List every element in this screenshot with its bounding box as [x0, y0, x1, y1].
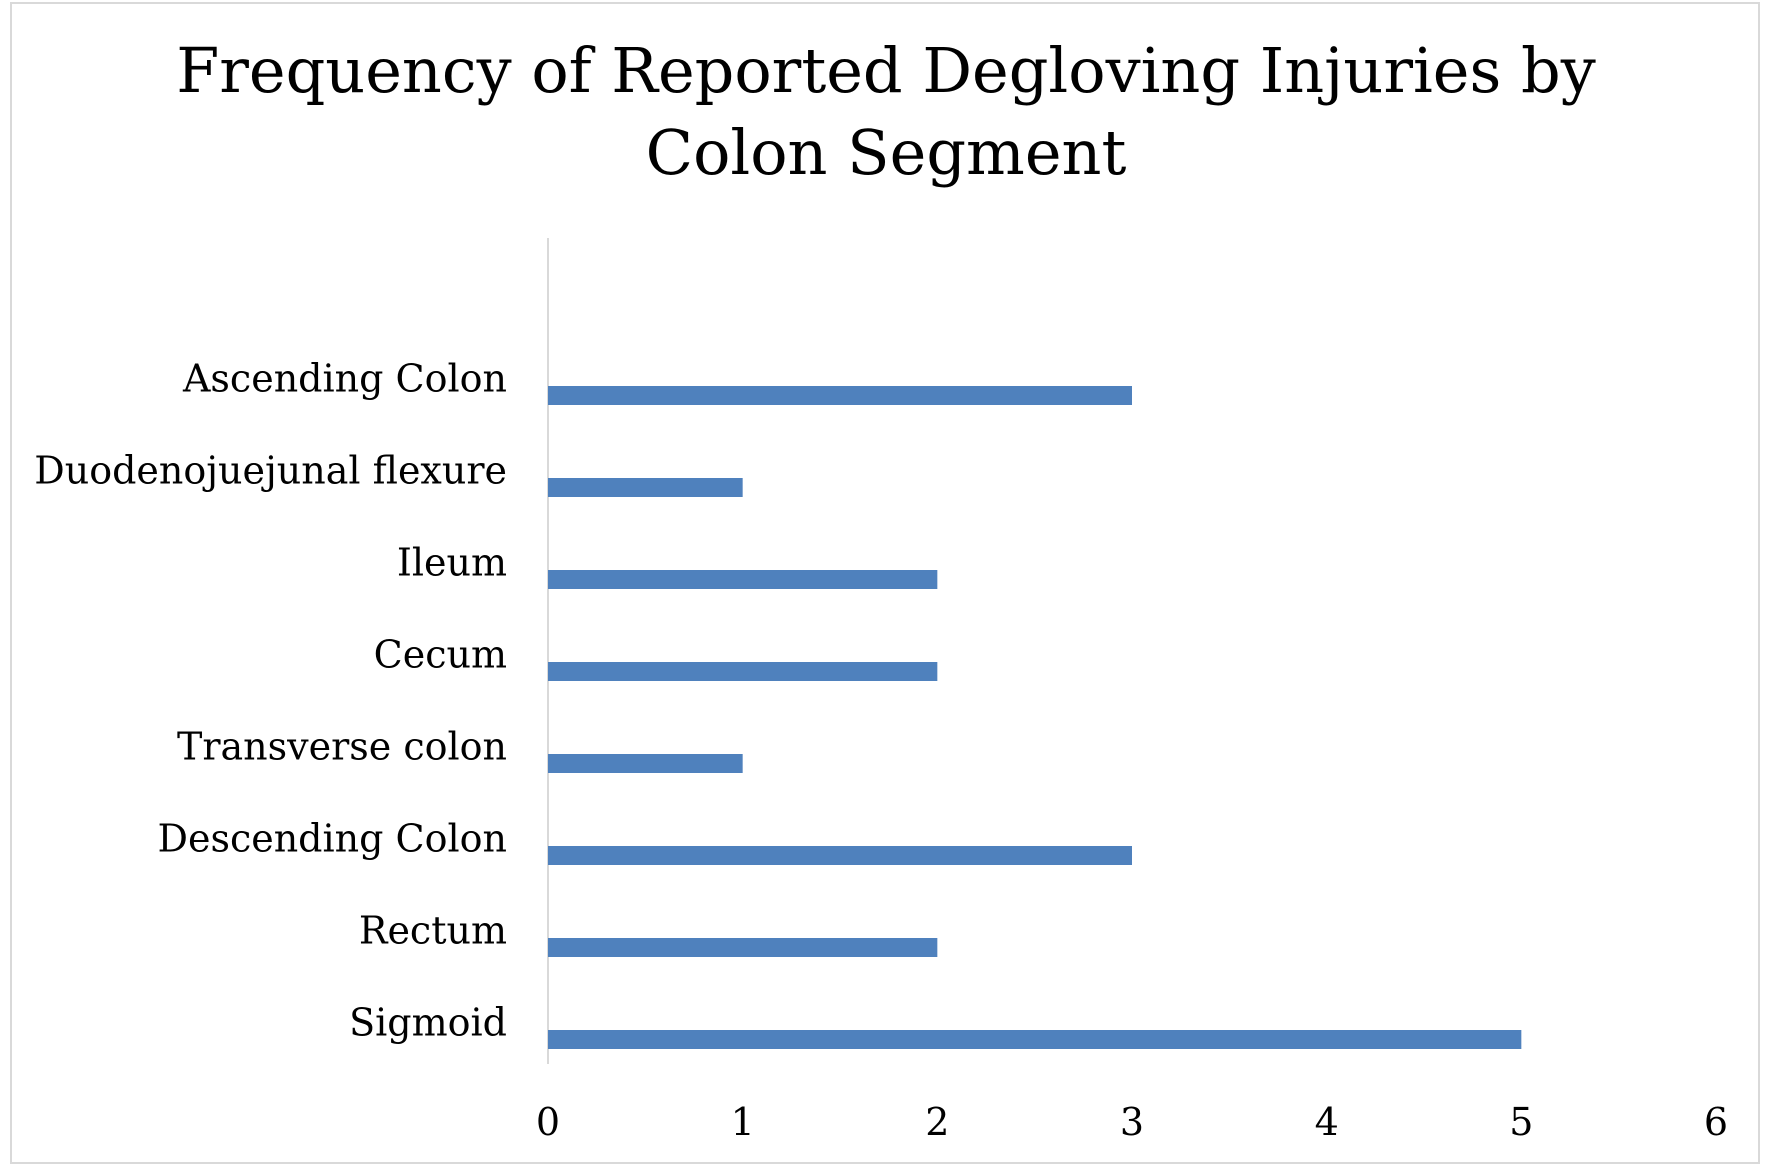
bar-ascending-colon — [548, 386, 1132, 405]
category-label: Rectum — [359, 909, 507, 953]
bar-descending-colon — [548, 846, 1132, 865]
bars-group — [548, 386, 1522, 1049]
x-tick-label: 1 — [731, 1100, 755, 1144]
x-tick-label: 5 — [1509, 1100, 1533, 1144]
category-label: Duodenojuejunal flexure — [34, 449, 507, 493]
category-label: Cecum — [374, 633, 507, 677]
category-label: Transverse colon — [177, 725, 507, 769]
x-tick-label: 4 — [1315, 1100, 1339, 1144]
x-tick-labels: 0 1 2 3 4 5 6 — [536, 1100, 1728, 1144]
x-tick-label: 3 — [1120, 1100, 1144, 1144]
x-tick-label: 6 — [1704, 1100, 1728, 1144]
x-tick-label: 0 — [536, 1100, 560, 1144]
chart-title: Frequency of Reported Degloving Injuries… — [176, 34, 1596, 189]
bar-duodenojuejunal-flexure — [548, 478, 743, 497]
category-label: Ileum — [397, 541, 507, 585]
category-label: Descending Colon — [157, 817, 507, 861]
x-tick-label: 2 — [925, 1100, 949, 1144]
category-label: Sigmoid — [349, 1001, 507, 1045]
bar-ileum — [548, 570, 938, 589]
bar-cecum — [548, 662, 938, 681]
category-labels: Ascending Colon Duodenojuejunal flexure Il… — [34, 357, 507, 1045]
bar-rectum — [548, 938, 938, 957]
bar-transverse-colon — [548, 754, 743, 773]
bar-sigmoid — [548, 1030, 1522, 1049]
category-label: Ascending Colon — [182, 357, 507, 401]
